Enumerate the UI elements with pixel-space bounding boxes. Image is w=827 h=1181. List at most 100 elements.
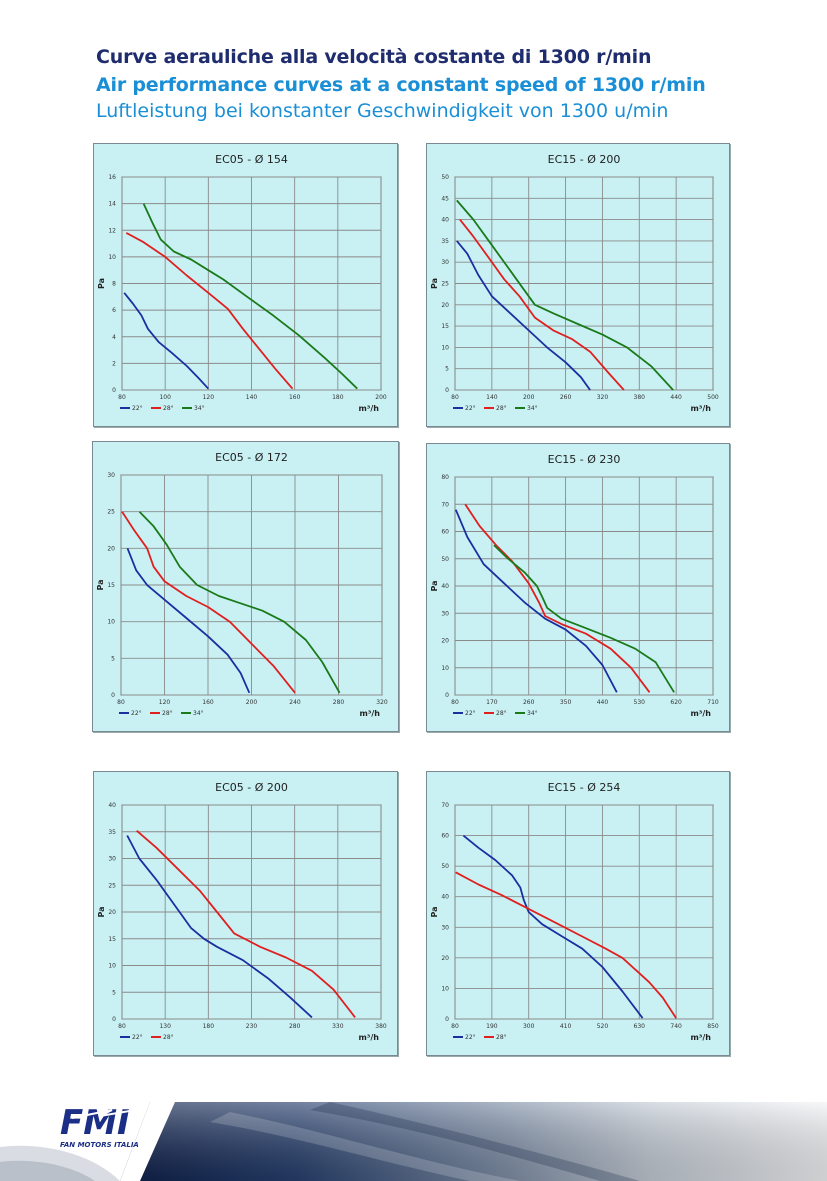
title-english: Air performance curves at a constant spe… [96,74,706,96]
x-tick-label: 380 [634,394,646,401]
legend-label: 34° [527,710,538,717]
x-tick-label: 200 [523,394,535,401]
y-tick-label: 5 [111,655,115,662]
x-tick-label: 130 [159,1023,171,1030]
y-tick-label: 50 [441,863,449,870]
y-axis-label: Pa [430,278,439,289]
chart-title: EC05 - Ø 172 [215,451,288,464]
logo-text: FMI [60,1103,130,1143]
x-tick-label: 80 [118,1023,126,1030]
x-axis-label: m³/h [691,404,712,413]
x-tick-label: 440 [597,699,609,706]
x-tick-label: 80 [117,699,125,706]
legend-label: 22° [132,1034,143,1041]
y-tick-label: 0 [111,692,115,699]
x-tick-label: 620 [670,699,682,706]
y-tick-label: 30 [441,259,449,266]
series-line-2 [138,511,341,694]
y-tick-label: 20 [441,638,449,645]
x-tick-label: 180 [332,394,344,401]
x-tick-label: 120 [159,699,171,706]
x-tick-label: 320 [376,699,388,706]
legend-label: 22° [465,1034,476,1041]
y-tick-label: 0 [112,387,116,394]
y-tick-label: 15 [108,936,116,943]
series-line-0 [123,292,209,390]
y-tick-label: 80 [441,474,449,481]
y-tick-label: 25 [441,281,449,288]
x-tick-label: 170 [486,699,498,706]
chart-ec15-230: EC15 - Ø 230 80 170 260 350 440 530 620 710 0 10 20… [426,443,730,732]
x-tick-label: 520 [597,1023,609,1030]
chart-ec05-172: EC05 - Ø 172 80 120 160 200 240 280 320 0 5 10 15 20… [92,441,399,732]
y-tick-label: 20 [108,909,116,916]
legend-label: 22° [132,405,143,412]
x-tick-label: 630 [634,1023,646,1030]
y-tick-label: 20 [441,302,449,309]
chart-svg: EC05 - Ø 172 80 120 160 200 240 280 320 0 5 10 15 20… [96,451,388,718]
x-tick-label: 330 [332,1023,344,1030]
chart-title: EC05 - Ø 154 [215,153,288,166]
chart-svg: EC05 - Ø 154 80 100 120 140 160 180 200 0 2 4 6 8 10 1… [97,153,387,413]
y-axis-label: Pa [96,579,105,590]
y-tick-label: 6 [112,307,116,314]
x-tick-label: 320 [597,394,609,401]
y-tick-label: 5 [445,366,449,373]
y-axis-label: Pa [430,580,439,591]
x-tick-label: 80 [451,699,459,706]
legend-label: 34° [193,710,204,717]
y-tick-label: 10 [441,985,449,992]
chart-title: EC15 - Ø 200 [548,153,621,166]
y-tick-label: 15 [441,323,449,330]
chart-title: EC15 - Ø 254 [548,781,621,794]
y-tick-label: 10 [107,619,115,626]
y-axis-label: Pa [97,906,106,917]
legend-label: 28° [163,405,174,412]
series-line-1 [464,503,651,693]
x-axis-label: m³/h [691,1033,712,1042]
chart-title: EC15 - Ø 230 [548,453,621,466]
x-tick-label: 710 [707,699,719,706]
series-line-0 [454,509,618,693]
y-tick-label: 40 [441,217,449,224]
y-tick-label: 16 [108,174,116,181]
x-tick-label: 850 [707,1023,719,1030]
x-tick-label: 120 [203,394,215,401]
y-tick-label: 40 [441,583,449,590]
series-line-1 [136,830,356,1018]
y-tick-label: 0 [445,387,449,394]
y-tick-label: 50 [441,556,449,563]
legend-label: 28° [163,1034,174,1041]
legend-label: 22° [465,710,476,717]
y-tick-label: 40 [441,894,449,901]
y-tick-label: 20 [107,545,115,552]
y-tick-label: 35 [108,829,116,836]
footer-graphic [0,1092,827,1181]
x-tick-label: 240 [289,699,301,706]
legend-label: 28° [496,710,507,717]
series-line-1 [459,219,625,391]
legend-label: 34° [194,405,205,412]
x-tick-label: 410 [560,1023,572,1030]
x-tick-label: 190 [486,1023,498,1030]
y-tick-label: 40 [108,802,116,809]
x-axis-label: m³/h [691,709,712,718]
y-tick-label: 60 [441,833,449,840]
x-tick-label: 160 [289,394,301,401]
y-tick-label: 25 [107,509,115,516]
y-tick-label: 45 [441,195,449,202]
series-line-1 [455,871,677,1019]
legend-label: 28° [496,1034,507,1041]
y-tick-label: 12 [108,227,116,234]
series-line-2 [142,203,358,390]
y-tick-label: 5 [112,989,116,996]
y-tick-label: 35 [441,238,449,245]
y-tick-label: 30 [107,472,115,479]
y-tick-label: 4 [112,334,116,341]
y-axis-label: Pa [97,278,106,289]
series-line-2 [456,199,674,391]
y-tick-label: 30 [441,610,449,617]
y-tick-label: 0 [112,1016,116,1023]
y-tick-label: 10 [441,665,449,672]
y-axis-label: Pa [430,906,439,917]
